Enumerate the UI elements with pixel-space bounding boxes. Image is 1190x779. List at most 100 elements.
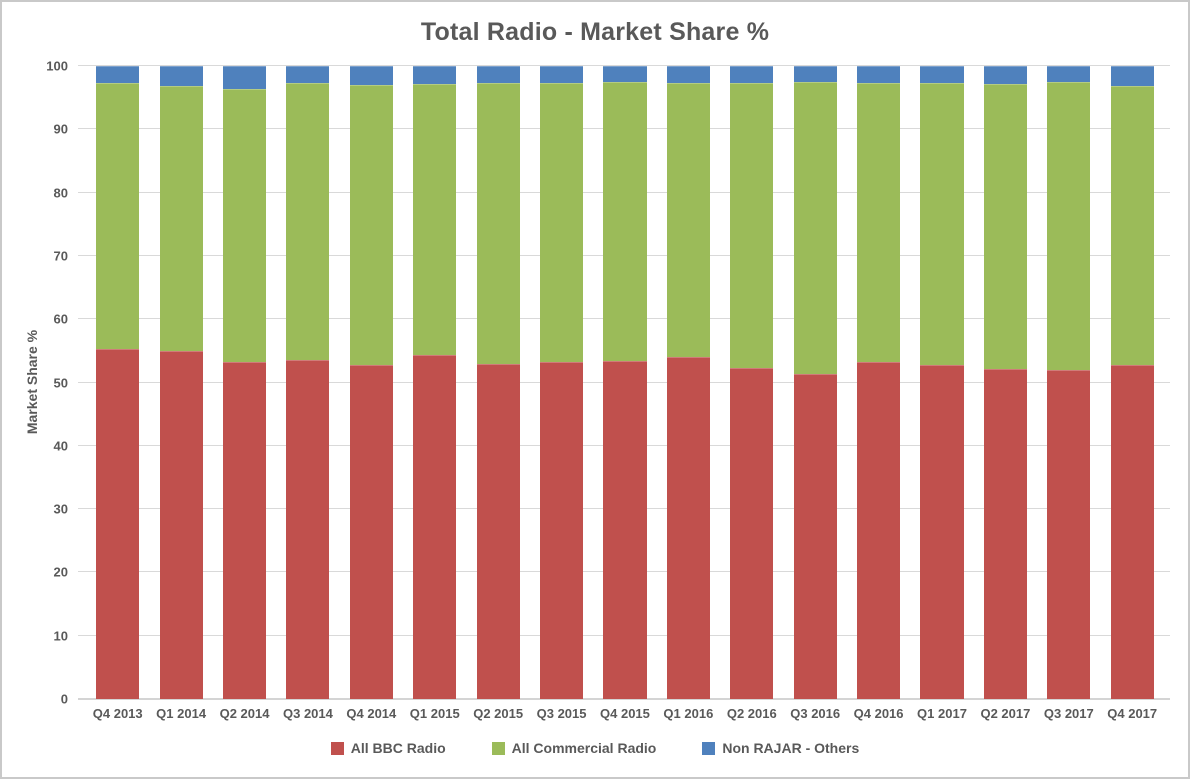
bar-segment-all-bbc-radio <box>349 364 393 699</box>
bar-segment-all-commercial-radio <box>920 83 964 366</box>
bar-segment-all-bbc-radio <box>920 365 964 699</box>
y-axis-tick-label: 70 <box>53 248 68 264</box>
bar-segment-all-bbc-radio <box>96 348 140 699</box>
bar-group <box>149 66 212 699</box>
x-axis-line <box>78 698 1170 700</box>
x-axis-tick-label: Q4 2014 <box>346 706 397 721</box>
legend-marker-icon <box>330 741 344 755</box>
bar-segment-all-bbc-radio <box>603 360 647 699</box>
y-axis-tick-label: 10 <box>53 628 68 644</box>
bar-segment-all-commercial-radio <box>96 83 140 349</box>
x-axis-tick-label: Q1 2015 <box>409 706 460 721</box>
bar-segment-all-bbc-radio <box>666 357 710 699</box>
bar-segment-all-commercial-radio <box>476 83 520 365</box>
bar-group <box>530 66 593 699</box>
x-axis-tick-label: Q3 2016 <box>790 706 841 721</box>
x-axis-tick-label: Q2 2017 <box>980 706 1031 721</box>
x-axis-tick-label: Q2 2016 <box>726 706 777 721</box>
x-axis-tick-label: Q3 2015 <box>536 706 587 721</box>
y-axis-ticks: 0 10 20 30 40 50 60 70 80 90 100 <box>16 59 68 707</box>
bar-segment-all-commercial-radio <box>1110 86 1154 365</box>
bar-segment-non-rajar-others <box>539 66 584 84</box>
bar-segment-all-bbc-radio <box>476 364 520 699</box>
bar-segment-non-rajar-others <box>476 66 520 84</box>
x-axis-tick-label: Q1 2014 <box>156 706 207 721</box>
y-axis-tick-label: 0 <box>60 691 68 707</box>
y-axis-tick-label: 20 <box>53 564 68 580</box>
x-axis-tick-label: Q3 2014 <box>282 706 333 721</box>
y-axis-tick-label: 50 <box>53 375 68 390</box>
bar-segment-non-rajar-others <box>413 66 457 84</box>
bar-segment-non-rajar-others <box>349 66 393 85</box>
plot-area <box>78 65 1170 700</box>
gridline <box>78 65 1170 66</box>
bar-group <box>910 66 973 699</box>
bar-segment-non-rajar-others <box>1047 66 1091 83</box>
x-axis-tick-label: Q1 2016 <box>663 706 714 721</box>
bar-segment-all-bbc-radio <box>413 355 457 699</box>
legend-marker-icon <box>702 741 716 755</box>
legend-label: All BBC Radio <box>350 740 446 756</box>
bar-segment-all-commercial-radio <box>159 86 203 352</box>
bar-segment-non-rajar-others <box>857 66 901 84</box>
chart-title: Total Radio - Market Share % <box>420 18 770 46</box>
legend-item-all-bbc-radio: All BBC Radio <box>330 740 446 756</box>
x-axis-tick-label: Q4 2013 <box>92 706 143 721</box>
bar-segment-all-bbc-radio <box>539 362 584 699</box>
bar-segment-all-bbc-radio <box>1047 369 1091 699</box>
bar-group <box>213 66 276 699</box>
bar-segment-non-rajar-others <box>159 66 203 87</box>
x-axis-tick-label: Q4 2015 <box>600 706 650 721</box>
bar-segment-non-rajar-others <box>96 66 140 84</box>
bar-group <box>86 66 149 699</box>
bar-segment-all-commercial-radio <box>857 83 901 362</box>
legend: All BBC Radio All Commercial Radio Non RAJ… <box>2 740 1188 756</box>
bar-group <box>657 66 720 699</box>
bar-segment-all-commercial-radio <box>666 83 710 358</box>
bar-segment-non-rajar-others <box>222 66 267 89</box>
bar-segment-non-rajar-others <box>666 66 710 84</box>
bar-segment-all-commercial-radio <box>730 83 774 368</box>
bar-segment-all-bbc-radio <box>983 368 1027 699</box>
bar-segment-all-commercial-radio <box>349 85 393 365</box>
bar-segment-all-bbc-radio <box>793 373 837 699</box>
bar-segment-non-rajar-others <box>1110 66 1154 87</box>
bar-group <box>340 66 403 699</box>
bars <box>86 66 1164 699</box>
x-axis-tick-label: Q1 2017 <box>917 706 967 721</box>
bar-segment-all-bbc-radio <box>1110 364 1154 699</box>
bar-segment-non-rajar-others <box>920 66 964 84</box>
y-axis-tick-label: 60 <box>53 311 68 327</box>
bar-segment-all-bbc-radio <box>730 367 774 699</box>
bar-group <box>783 66 846 699</box>
bar-segment-all-commercial-radio <box>539 83 584 363</box>
bar-group <box>720 66 783 699</box>
bar-group <box>847 66 910 699</box>
bar-segment-all-commercial-radio <box>983 83 1027 369</box>
bar-segment-all-commercial-radio <box>1047 82 1091 370</box>
bar-segment-non-rajar-others <box>286 66 330 84</box>
legend-marker-icon <box>491 741 505 755</box>
bar-group <box>593 66 656 699</box>
x-axis-ticks: Q4 2013 Q1 2014 Q2 2014 Q3 2014 Q4 2014 Q1 20… <box>86 706 1164 721</box>
y-axis-tick-label: 30 <box>53 501 68 517</box>
bar-segment-all-commercial-radio <box>793 81 837 374</box>
bar-segment-all-commercial-radio <box>222 88 267 363</box>
bar-group <box>276 66 339 699</box>
bar-segment-all-bbc-radio <box>286 359 330 699</box>
y-axis-tick-label: 80 <box>53 185 68 201</box>
bar-group <box>1101 66 1164 699</box>
x-axis-tick-label: Q4 2016 <box>853 706 904 721</box>
legend-label: Non RAJAR - Others <box>722 740 860 756</box>
bar-segment-non-rajar-others <box>730 66 774 84</box>
legend-item-non-rajar-others: Non RAJAR - Others <box>702 740 859 756</box>
x-axis-tick-label: Q2 2014 <box>219 706 270 721</box>
x-axis-tick-label: Q4 2017 <box>1107 706 1158 721</box>
bar-group <box>403 66 466 699</box>
bar-segment-all-bbc-radio <box>159 351 203 699</box>
bar-segment-all-commercial-radio <box>603 81 647 361</box>
x-axis-tick-label: Q3 2017 <box>1043 706 1094 721</box>
legend-label: All Commercial Radio <box>511 740 657 756</box>
x-axis-tick-label: Q2 2015 <box>473 706 524 721</box>
